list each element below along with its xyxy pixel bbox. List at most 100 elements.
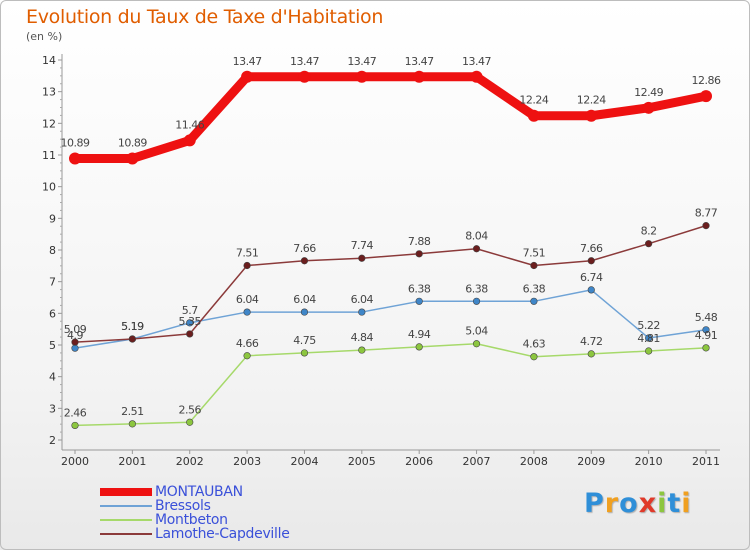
data-point — [585, 109, 598, 122]
data-label: 5.7 — [182, 304, 198, 317]
data-point — [186, 418, 194, 426]
legend-swatch — [100, 488, 152, 496]
data-point — [358, 346, 366, 354]
chart-title: Evolution du Taux de Taxe d'Habitation — [26, 6, 384, 28]
proxiti-logo: Proxiti — [584, 488, 692, 519]
data-point — [128, 420, 136, 428]
x-tick-label: 2004 — [290, 455, 318, 468]
data-label: 4.91 — [695, 329, 718, 342]
data-point — [527, 109, 540, 122]
data-label: 12.49 — [634, 86, 663, 99]
data-point — [645, 347, 653, 355]
data-label: 5.35 — [178, 315, 201, 328]
y-tick-label: 2 — [49, 434, 56, 447]
y-tick-label: 9 — [49, 212, 56, 225]
x-tick-label: 2006 — [405, 455, 433, 468]
x-tick-label: 2005 — [348, 455, 376, 468]
data-point — [415, 343, 423, 351]
data-point — [298, 70, 311, 83]
data-point — [642, 101, 655, 114]
data-label: 13.47 — [462, 55, 491, 68]
data-point — [415, 297, 423, 305]
data-point — [530, 297, 538, 305]
logo-letter: P — [584, 488, 605, 519]
data-label: 8.2 — [641, 225, 657, 238]
y-tick-label: 14 — [42, 54, 56, 67]
data-label: 2.51 — [121, 405, 144, 418]
data-point — [358, 254, 366, 262]
chart-subtitle: (en %) — [26, 30, 63, 43]
data-label: 8.04 — [465, 230, 488, 243]
x-tick-label: 2000 — [61, 455, 89, 468]
legend-swatch — [100, 505, 152, 507]
data-label: 13.47 — [290, 55, 319, 68]
data-label: 6.04 — [351, 293, 374, 306]
x-tick-label: 2003 — [233, 455, 261, 468]
logo-letter: o — [619, 488, 639, 519]
data-label: 5.09 — [64, 323, 87, 336]
data-label: 13.47 — [233, 55, 262, 68]
data-label: 6.04 — [236, 293, 259, 306]
data-label: 11.46 — [175, 118, 204, 131]
data-label: 12.86 — [692, 74, 721, 87]
y-tick-label: 12 — [42, 117, 56, 130]
data-point — [472, 340, 481, 348]
x-tick-label: 2008 — [520, 455, 548, 468]
data-point — [415, 250, 423, 258]
y-tick-label: 7 — [49, 276, 56, 289]
data-label: 12.24 — [519, 94, 548, 107]
data-label: 6.38 — [465, 282, 488, 295]
x-tick-label: 2002 — [176, 455, 204, 468]
x-tick-label: 2007 — [463, 455, 491, 468]
y-tick-label: 13 — [42, 86, 56, 99]
legend-label: Bressols — [155, 498, 211, 514]
data-point — [243, 261, 251, 270]
data-label: 5.48 — [695, 311, 718, 324]
legend-label: Montbeton — [155, 512, 228, 528]
y-tick-label: 8 — [49, 244, 56, 257]
data-point — [413, 70, 426, 83]
data-label: 4.94 — [408, 328, 431, 341]
y-tick-label: 3 — [49, 402, 56, 415]
data-point — [243, 352, 251, 360]
data-label: 4.81 — [637, 332, 660, 345]
series-line-lamothe-capdeville — [74, 224, 707, 343]
data-label: 7.66 — [293, 242, 316, 255]
data-point — [300, 308, 309, 316]
data-label: 6.04 — [293, 293, 316, 306]
data-label: 8.77 — [695, 207, 718, 220]
data-label: 5.22 — [637, 319, 660, 332]
data-point — [300, 257, 309, 265]
data-label: 12.24 — [577, 94, 606, 107]
series-line-bressols — [74, 289, 707, 349]
y-tick-label: 6 — [49, 307, 56, 320]
data-label: 7.74 — [351, 239, 374, 252]
series-line-montauban — [70, 72, 711, 163]
data-point — [243, 308, 251, 316]
data-point — [71, 421, 79, 430]
data-point — [587, 257, 595, 265]
data-point — [470, 70, 483, 83]
data-label: 7.51 — [236, 247, 259, 260]
x-tick-label: 2011 — [692, 455, 720, 468]
data-label: 4.84 — [351, 331, 374, 344]
y-tick-label: 5 — [49, 339, 56, 352]
data-point — [355, 70, 368, 83]
logo-letter: t — [667, 488, 682, 519]
data-point — [702, 344, 710, 352]
data-point — [128, 335, 136, 343]
data-label: 7.66 — [580, 242, 603, 255]
logo-letter: i — [657, 488, 668, 519]
data-label: 4.75 — [293, 334, 316, 347]
data-label: 6.38 — [408, 282, 431, 295]
data-label: 2.46 — [64, 406, 87, 419]
legend-label: MONTAUBAN — [155, 484, 243, 500]
data-label: 7.51 — [523, 247, 546, 260]
data-point — [69, 152, 81, 165]
data-point — [702, 326, 710, 334]
legend-swatch — [100, 533, 152, 535]
data-label: 4.63 — [523, 338, 546, 351]
data-label: 4.72 — [580, 335, 603, 348]
y-tick-label: 11 — [42, 149, 56, 162]
